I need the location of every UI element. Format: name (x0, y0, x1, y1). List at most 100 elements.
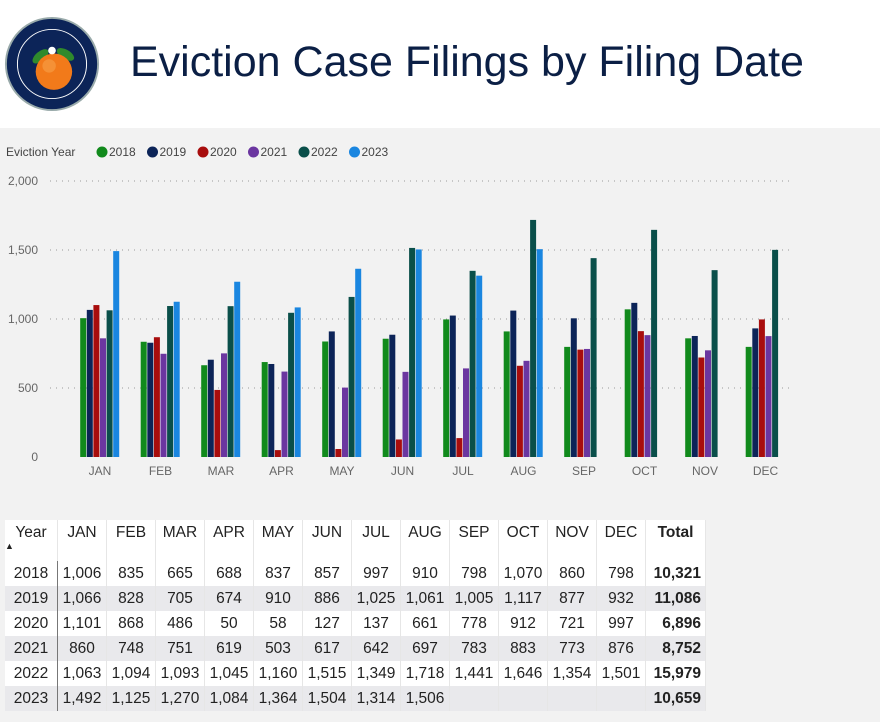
bar-2019-apr[interactable] (268, 363, 275, 457)
bar-2022-oct[interactable] (651, 229, 658, 457)
bar-2019-jul[interactable] (449, 315, 456, 457)
bar-2020-jul[interactable] (456, 438, 463, 457)
bar-2023-jan[interactable] (113, 251, 120, 457)
bar-2018-sep[interactable] (564, 346, 571, 457)
bar-2021-jul[interactable] (463, 368, 469, 457)
bar-2019-oct[interactable] (631, 302, 638, 457)
page-title: Eviction Case Filings by Filing Date (130, 38, 804, 86)
bar-2019-feb[interactable] (147, 342, 154, 457)
value-cell: 1,093 (155, 661, 205, 686)
bar-2020-jun[interactable] (395, 439, 402, 457)
bar-2020-oct[interactable] (637, 331, 644, 457)
bar-2022-nov[interactable] (711, 270, 718, 457)
bar-2021-sep[interactable] (584, 348, 590, 457)
bar-2020-mar[interactable] (214, 389, 221, 457)
bar-2019-mar[interactable] (207, 359, 214, 457)
bar-2018-feb[interactable] (140, 341, 147, 457)
bar-2020-jan[interactable] (93, 305, 100, 457)
legend-title: Eviction Year (6, 145, 75, 159)
bar-2022-sep[interactable] (590, 258, 597, 457)
bar-2019-aug[interactable] (510, 310, 517, 457)
bar-2022-jun[interactable] (409, 247, 416, 457)
y-tick-label: 1,500 (8, 243, 38, 257)
bar-2022-jul[interactable] (469, 270, 476, 457)
column-header-sep[interactable]: SEP (449, 520, 499, 561)
column-header-oct[interactable]: OCT (498, 520, 548, 561)
column-header-total[interactable]: Total (645, 520, 706, 561)
bar-2019-jan[interactable] (86, 309, 93, 457)
column-header-apr[interactable]: APR (204, 520, 254, 561)
value-cell: 1,045 (204, 661, 254, 686)
value-cell: 857 (302, 561, 352, 586)
bar-2019-dec[interactable] (752, 328, 759, 457)
column-header-aug[interactable]: AUG (400, 520, 450, 561)
bar-2020-apr[interactable] (274, 450, 281, 457)
bar-2018-dec[interactable] (745, 346, 752, 457)
bar-2018-jan[interactable] (80, 318, 87, 457)
bar-2018-nov[interactable] (685, 338, 692, 457)
bar-2020-feb[interactable] (153, 337, 160, 457)
column-header-may[interactable]: MAY (253, 520, 303, 561)
bar-2018-jul[interactable] (443, 319, 450, 457)
bar-2023-jun[interactable] (415, 249, 422, 457)
bar-2023-mar[interactable] (234, 281, 241, 457)
value-cell: 1,117 (498, 586, 548, 611)
bar-2020-aug[interactable] (516, 365, 523, 457)
bar-2023-apr[interactable] (294, 307, 301, 457)
bar-2022-aug[interactable] (530, 219, 537, 457)
bar-2021-oct[interactable] (644, 335, 651, 457)
value-cell: 50 (204, 611, 254, 636)
bar-2023-may[interactable] (355, 268, 362, 457)
bar-2020-nov[interactable] (698, 357, 705, 457)
bar-2021-feb[interactable] (160, 353, 167, 457)
x-tick-label: APR (269, 464, 294, 478)
bar-2021-apr[interactable] (281, 371, 288, 457)
bar-2019-may[interactable] (328, 331, 335, 457)
value-cell: 1,354 (547, 661, 597, 686)
bar-2018-aug[interactable] (503, 331, 510, 457)
year-cell: 2019 (5, 586, 58, 611)
bar-2023-feb[interactable] (173, 301, 180, 457)
bar-2022-jan[interactable] (106, 310, 113, 457)
bar-2022-apr[interactable] (288, 312, 295, 457)
bar-2020-sep[interactable] (577, 349, 584, 457)
total-cell: 6,896 (645, 611, 706, 636)
bar-2018-oct[interactable] (624, 309, 631, 457)
column-header-year[interactable]: Year ▲ (5, 520, 58, 561)
column-header-jan[interactable]: JAN (57, 520, 107, 561)
bar-2022-feb[interactable] (167, 306, 174, 457)
bar-2018-mar[interactable] (201, 365, 208, 457)
bar-2023-aug[interactable] (536, 249, 543, 457)
bar-2021-nov[interactable] (705, 350, 711, 457)
bar-2020-may[interactable] (335, 448, 342, 457)
bar-2021-dec[interactable] (765, 336, 772, 457)
value-cell: 1,084 (204, 686, 254, 711)
column-header-feb[interactable]: FEB (106, 520, 156, 561)
bar-2021-jan[interactable] (100, 338, 106, 457)
x-tick-label: JUL (452, 464, 474, 478)
column-header-mar[interactable]: MAR (155, 520, 205, 561)
bar-2019-jun[interactable] (389, 334, 396, 457)
bar-2022-may[interactable] (348, 296, 355, 457)
table-row: 2023 1,492 1,125 1,270 1,084 1,364 1,504 1,314 1… (5, 686, 706, 711)
bar-2019-sep[interactable] (570, 318, 577, 457)
bar-2019-nov[interactable] (691, 335, 698, 457)
bar-2021-may[interactable] (342, 387, 348, 457)
value-cell: 997 (351, 561, 401, 586)
bar-2021-aug[interactable] (523, 360, 530, 457)
column-header-jun[interactable]: JUN (302, 520, 352, 561)
bar-2018-may[interactable] (322, 341, 329, 457)
bar-2018-apr[interactable] (261, 362, 268, 457)
bar-2021-mar[interactable] (221, 353, 227, 457)
column-header-dec[interactable]: DEC (596, 520, 646, 561)
bar-2022-dec[interactable] (772, 249, 779, 457)
bar-2018-jun[interactable] (382, 338, 389, 457)
value-cell: 876 (596, 636, 646, 661)
bar-2023-jul[interactable] (476, 275, 483, 457)
value-cell (547, 686, 597, 711)
bar-2020-dec[interactable] (758, 319, 765, 457)
column-header-jul[interactable]: JUL (351, 520, 401, 561)
bar-2021-jun[interactable] (402, 371, 409, 457)
bar-2022-mar[interactable] (227, 306, 234, 457)
column-header-nov[interactable]: NOV (547, 520, 597, 561)
